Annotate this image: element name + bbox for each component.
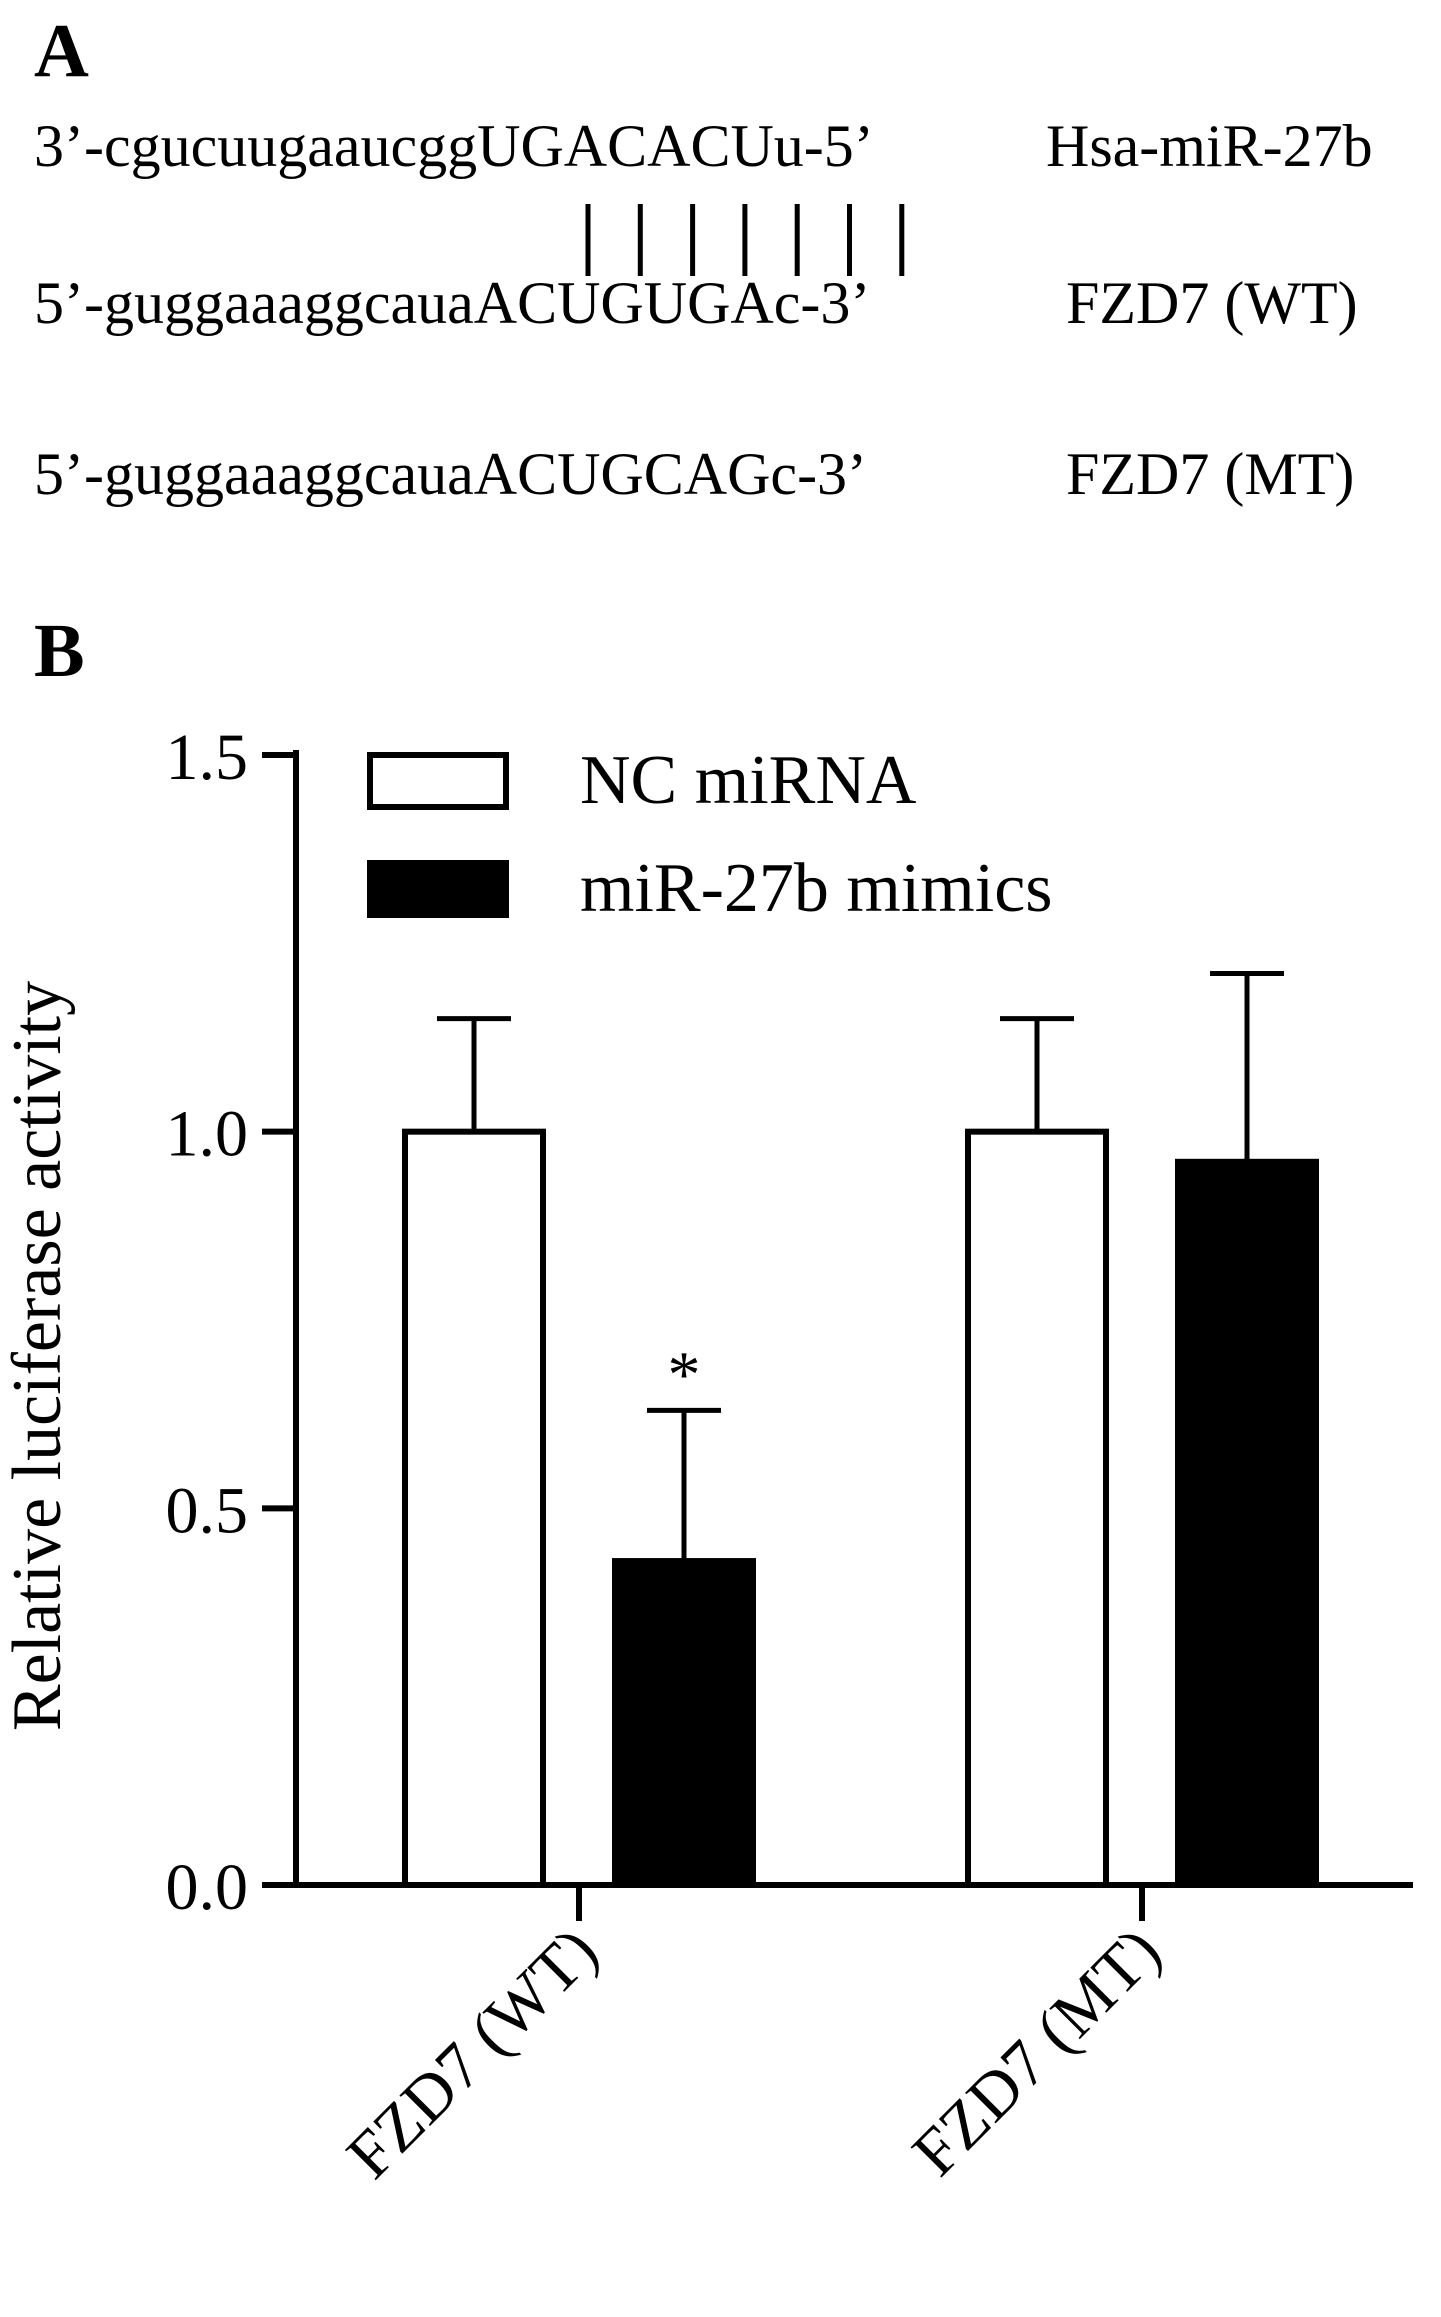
bar xyxy=(402,1128,546,1888)
fzd7-wt-name: FZD7 (WT) xyxy=(1066,270,1358,336)
y-axis-title: Relative luciferase activity xyxy=(0,981,76,1731)
base-pairing-lines xyxy=(585,204,905,276)
mir27b-name: Hsa-miR-27b xyxy=(1046,113,1373,179)
fzd7-wt-sequence: 5’-guggaaaggcauaACUGUGAc-3’ xyxy=(34,270,870,336)
bars: * xyxy=(402,970,1319,1889)
bar xyxy=(1175,1158,1319,1889)
legend: NC miRNA miR-27b mimics xyxy=(367,742,1053,927)
legend-label: miR-27b mimics xyxy=(580,850,1053,927)
fzd7-mt-name: FZD7 (MT) xyxy=(1066,441,1354,507)
legend-swatch xyxy=(367,860,509,918)
bar xyxy=(965,1128,1109,1888)
y-tick-label: 1.0 xyxy=(166,1098,249,1171)
y-tick-label: 0.5 xyxy=(166,1474,249,1547)
legend-label: NC miRNA xyxy=(580,742,917,819)
fzd7-mt-sequence: 5’-guggaaaggcauaACUGCAGc-3’ xyxy=(34,441,867,507)
panel-a: A 3’-cgucuugaaucggUGACACUu-5’ Hsa-miR-27… xyxy=(34,9,1373,507)
mir27b-sequence: 3’-cgucuugaaucggUGACACUu-5’ xyxy=(34,113,874,179)
x-category-label: FZD7 (WT) xyxy=(333,1914,611,2192)
panel-b-label: B xyxy=(34,609,85,693)
y-tick-label: 1.5 xyxy=(166,721,249,794)
y-tick-label: 0.0 xyxy=(166,1851,249,1924)
x-category-label: FZD7 (MT) xyxy=(899,1914,1175,2190)
panel-a-label: A xyxy=(34,9,89,93)
y-ticks: 0.0 0.5 1.0 1.5 xyxy=(166,721,296,1924)
x-categories: FZD7 (WT) FZD7 (MT) xyxy=(333,1885,1175,2192)
bar xyxy=(612,1558,756,1888)
legend-swatch xyxy=(367,752,509,810)
panel-b: B Relative luciferase activity 0.0 0.5 1.0… xyxy=(0,609,1413,2192)
significance-marker: * xyxy=(668,1338,701,1411)
